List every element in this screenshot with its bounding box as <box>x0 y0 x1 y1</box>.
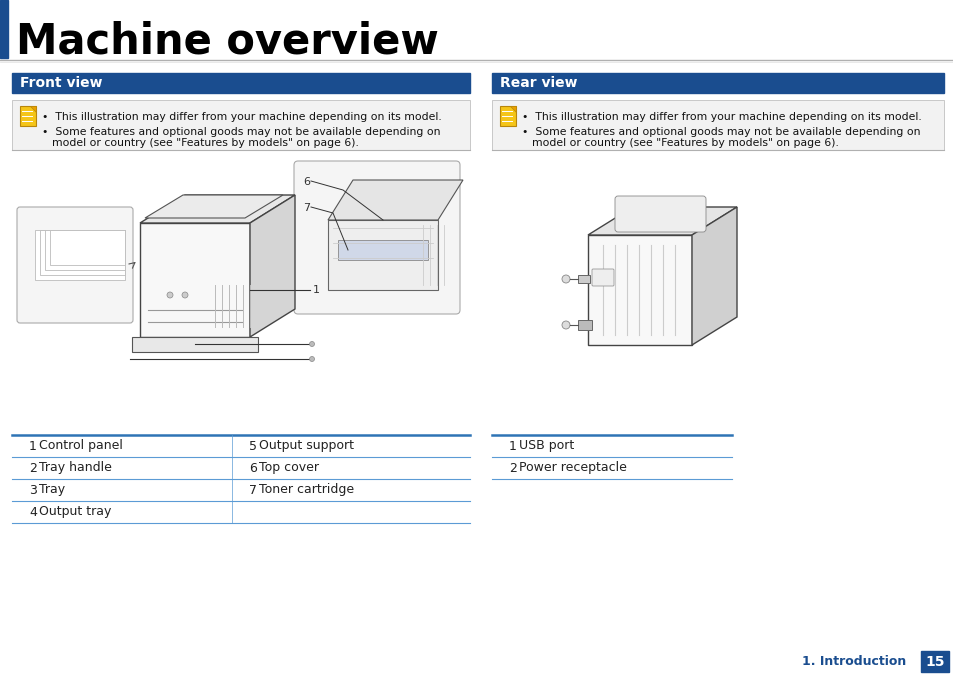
Text: 1: 1 <box>29 439 37 452</box>
Bar <box>12 100 470 150</box>
FancyBboxPatch shape <box>294 161 459 314</box>
Bar <box>578 320 592 330</box>
Text: 7: 7 <box>303 203 310 213</box>
Text: 1. Introduction: 1. Introduction <box>801 655 905 668</box>
Text: Output support: Output support <box>258 439 354 452</box>
FancyBboxPatch shape <box>499 106 516 126</box>
Text: •  This illustration may differ from your machine depending on its model.: • This illustration may differ from your… <box>42 112 441 122</box>
Text: Machine overview: Machine overview <box>16 21 438 63</box>
Text: Tray: Tray <box>39 483 65 497</box>
Polygon shape <box>35 230 125 280</box>
Text: model or country (see "Features by models" on page 6).: model or country (see "Features by model… <box>532 138 838 148</box>
FancyBboxPatch shape <box>615 196 705 232</box>
Polygon shape <box>145 195 283 218</box>
Text: 3: 3 <box>29 483 37 497</box>
Text: 1: 1 <box>509 439 517 452</box>
Polygon shape <box>30 106 36 112</box>
Polygon shape <box>587 235 691 345</box>
Text: Control panel: Control panel <box>39 439 123 452</box>
Text: Front view: Front view <box>20 76 102 90</box>
Bar <box>0 648 953 675</box>
Text: Power receptacle: Power receptacle <box>518 462 626 475</box>
Bar <box>492 73 943 93</box>
Text: •  Some features and optional goods may not be available depending on: • Some features and optional goods may n… <box>521 127 920 137</box>
Polygon shape <box>40 230 125 275</box>
Text: USB port: USB port <box>518 439 574 452</box>
Circle shape <box>309 342 314 346</box>
Text: 5: 5 <box>249 439 256 452</box>
Polygon shape <box>140 195 294 223</box>
Text: •  Some features and optional goods may not be available depending on: • Some features and optional goods may n… <box>42 127 440 137</box>
Text: Toner cartridge: Toner cartridge <box>258 483 354 497</box>
Text: 6: 6 <box>303 177 310 187</box>
Polygon shape <box>587 207 737 235</box>
Polygon shape <box>132 337 257 352</box>
Text: Tray handle: Tray handle <box>39 462 112 475</box>
Bar <box>0 0 8 58</box>
Text: 1: 1 <box>313 285 319 295</box>
Text: 4: 4 <box>29 506 37 518</box>
FancyBboxPatch shape <box>17 207 132 323</box>
Bar <box>328 220 437 290</box>
Circle shape <box>561 275 569 283</box>
Text: 7: 7 <box>249 483 256 497</box>
Polygon shape <box>691 207 737 345</box>
Bar <box>920 651 948 672</box>
FancyBboxPatch shape <box>20 106 36 126</box>
Text: 6: 6 <box>249 462 256 475</box>
Polygon shape <box>45 230 125 270</box>
Polygon shape <box>510 106 516 112</box>
Circle shape <box>561 321 569 329</box>
Circle shape <box>167 292 172 298</box>
Text: Rear view: Rear view <box>499 76 577 90</box>
Text: 15: 15 <box>924 655 943 668</box>
Text: 2: 2 <box>509 462 517 475</box>
Bar <box>578 275 589 283</box>
Circle shape <box>182 292 188 298</box>
Bar <box>337 240 428 260</box>
Polygon shape <box>328 180 462 220</box>
Bar <box>492 100 943 150</box>
Circle shape <box>309 356 314 362</box>
Text: •  This illustration may differ from your machine depending on its model.: • This illustration may differ from your… <box>521 112 921 122</box>
Text: 2: 2 <box>29 462 37 475</box>
FancyBboxPatch shape <box>592 269 614 286</box>
Polygon shape <box>140 223 250 337</box>
Text: Output tray: Output tray <box>39 506 112 518</box>
Text: model or country (see "Features by models" on page 6).: model or country (see "Features by model… <box>52 138 358 148</box>
Text: Top cover: Top cover <box>258 462 318 475</box>
Polygon shape <box>50 230 125 265</box>
Polygon shape <box>250 195 294 337</box>
Bar <box>12 73 470 93</box>
